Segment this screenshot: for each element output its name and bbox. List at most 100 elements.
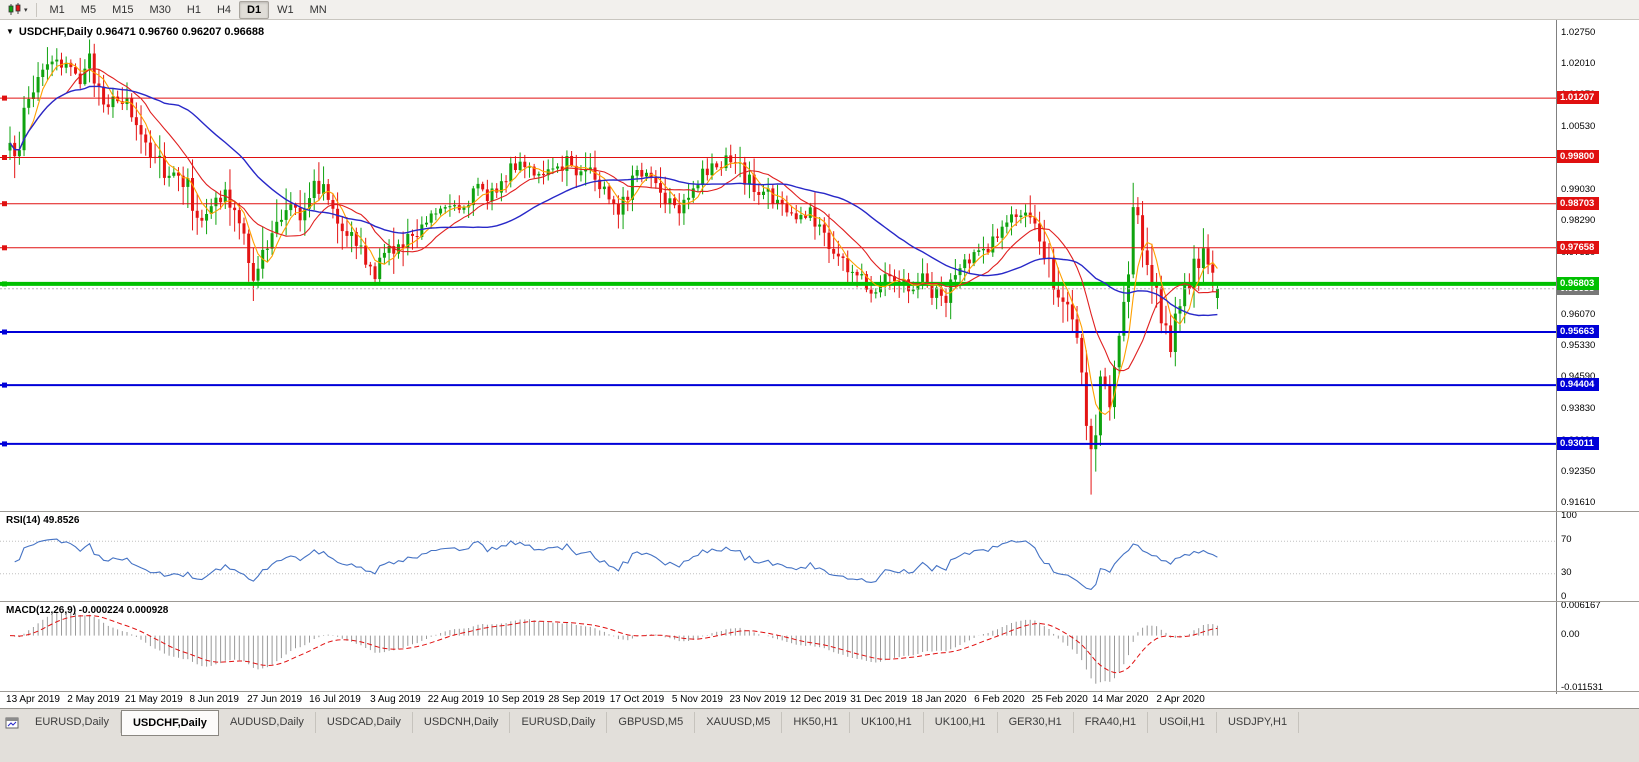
rsi-tick-label: 0 <box>1561 591 1567 602</box>
chart-tab-ger30-h1[interactable]: GER30,H1 <box>998 712 1074 733</box>
chart-tab-eurusd-daily[interactable]: EURUSD,Daily <box>24 712 121 733</box>
chart-tab-usdcad-daily[interactable]: USDCAD,Daily <box>316 712 413 733</box>
date-label: 3 Aug 2019 <box>370 694 421 705</box>
rsi-line <box>14 538 1218 591</box>
price-tick-label: 0.98290 <box>1561 215 1596 226</box>
timeframe-button-d1[interactable]: D1 <box>239 0 270 19</box>
price-tick-label: 0.99030 <box>1561 184 1596 195</box>
price-tick-label: 0.91610 <box>1561 497 1596 508</box>
line-handle[interactable] <box>2 155 7 160</box>
macd-chart-svg[interactable] <box>0 602 1556 692</box>
timeframe-button-m30[interactable]: M30 <box>149 3 171 16</box>
collapse-triangle-icon[interactable]: ▼ <box>6 27 14 36</box>
chart-tab-eurusd-daily[interactable]: EURUSD,Daily <box>510 712 608 733</box>
date-label: 27 Jun 2019 <box>247 694 303 705</box>
ma-line-13 <box>9 68 1218 372</box>
window-glyph-icon <box>5 717 19 728</box>
timeframe-toolbar: ▾ M1 M5 M15 M30 H1 H4 D1 W1 MN <box>0 0 1639 20</box>
chart-tab-usdcnh-daily[interactable]: USDCNH,Daily <box>413 712 511 733</box>
date-label: 31 Dec 2019 <box>850 694 907 705</box>
panel-splitter[interactable] <box>0 511 1639 512</box>
date-label: 10 Sep 2019 <box>487 694 545 705</box>
chart-tab-usdjpy-h1[interactable]: USDJPY,H1 <box>1217 712 1300 733</box>
panel-splitter <box>0 691 1639 692</box>
chart-tab-usdchf-daily[interactable]: USDCHF,Daily <box>120 710 219 736</box>
chart-tabs-bar: EURUSD,Daily USDCHF,Daily AUDUSD,Daily USDC… <box>0 708 1639 762</box>
price-axis[interactable]: 1.027501.020101.012701.005300.997900.990… <box>1556 20 1639 694</box>
line-handle[interactable] <box>2 201 7 207</box>
level-price-box: 0.99800 <box>1557 150 1599 163</box>
chart-tab-xauusd-m5[interactable]: XAUUSD,M5 <box>695 712 783 733</box>
candlestick-series <box>8 39 1219 495</box>
price-tick-label: 0.95330 <box>1561 340 1596 351</box>
date-label: 8 Jun 2019 <box>189 694 239 705</box>
chart-tab-gbpusd-m5[interactable]: GBPUSD,M5 <box>607 712 696 733</box>
level-price-box: 0.94404 <box>1557 378 1599 391</box>
chart-tab-hk50-h1[interactable]: HK50,H1 <box>782 712 851 733</box>
line-handle[interactable] <box>2 245 7 251</box>
line-handle[interactable] <box>2 329 7 335</box>
timeframe-button-h4[interactable]: H4 <box>216 3 232 16</box>
price-tick-label: 0.94590 <box>1561 371 1596 382</box>
macd-tick-label: 0.00 <box>1561 629 1580 640</box>
price-tick-label: 0.96070 <box>1561 309 1596 320</box>
macd-panel[interactable]: MACD(12,26,9) -0.000224 0.000928 <box>0 602 1556 692</box>
rsi-tick-label: 70 <box>1561 534 1572 545</box>
date-label: 2 Apr 2020 <box>1156 694 1205 705</box>
macd-histogram <box>14 611 1218 684</box>
toolbar-separator <box>35 2 37 17</box>
date-label: 22 Aug 2019 <box>427 694 484 705</box>
timeframe-button-w1[interactable]: W1 <box>277 3 294 16</box>
macd-signal-line <box>9 615 1218 674</box>
level-price-box: 0.97658 <box>1557 241 1599 254</box>
rsi-panel[interactable]: RSI(14) 49.8526 <box>0 512 1556 601</box>
rsi-tick-label: 30 <box>1561 567 1572 578</box>
chart-type-icon[interactable]: ▾ <box>4 2 31 17</box>
date-label: 21 May 2019 <box>124 694 183 705</box>
date-label: 18 Jan 2020 <box>911 694 967 705</box>
line-handle[interactable] <box>2 382 7 388</box>
chart-tab-audusd-daily[interactable]: AUDUSD,Daily <box>219 712 316 733</box>
level-price-box: 0.98703 <box>1557 197 1599 210</box>
timeframe-button-m5[interactable]: M5 <box>80 3 97 16</box>
candlestick-glyph-icon <box>8 3 21 15</box>
price-chart-svg[interactable] <box>0 20 1556 512</box>
chart-title: USDCHF,Daily 0.96471 0.96760 0.96207 0.9… <box>18 26 265 38</box>
main-chart-panel[interactable]: ▼ USDCHF,Daily 0.96471 0.96760 0.96207 0… <box>0 20 1556 512</box>
timeframe-button-h1[interactable]: H1 <box>186 3 201 16</box>
level-price-box: 0.93011 <box>1557 437 1599 450</box>
date-label: 13 Apr 2019 <box>6 694 60 705</box>
rsi-tick-label: 100 <box>1561 510 1577 521</box>
date-label: 14 Mar 2020 <box>1092 694 1149 705</box>
dropdown-caret-icon: ▾ <box>24 6 28 14</box>
chart-windows-icon[interactable] <box>0 712 24 733</box>
timeframe-button-m15[interactable]: M15 <box>112 3 134 16</box>
date-axis[interactable]: 13 Apr 2019 2 May 2019 21 May 2019 8 Jun 20… <box>0 692 1556 708</box>
ma-line-34 <box>9 85 1218 317</box>
panel-splitter[interactable] <box>0 601 1639 602</box>
date-label: 5 Nov 2019 <box>671 694 723 705</box>
line-handle[interactable] <box>2 95 7 101</box>
chart-tabs: EURUSD,Daily USDCHF,Daily AUDUSD,Daily USDC… <box>24 710 1300 736</box>
rsi-chart-svg[interactable] <box>0 512 1556 601</box>
timeframe-button-m1[interactable]: M1 <box>49 3 65 16</box>
chart-tab-uk100-h1[interactable]: UK100,H1 <box>850 712 924 733</box>
macd-tick-label: -0.011531 <box>1561 682 1604 693</box>
price-tick-label: 1.02010 <box>1561 58 1596 69</box>
horizontal-lines[interactable] <box>0 95 1556 447</box>
line-handle[interactable] <box>2 281 7 287</box>
date-label: 2 May 2019 <box>67 694 120 705</box>
line-handle[interactable] <box>2 441 7 447</box>
chart-tab-usoil-h1[interactable]: USOil,H1 <box>1148 712 1217 733</box>
ma-line-5 <box>9 62 1218 416</box>
date-label: 12 Dec 2019 <box>789 694 847 705</box>
chart-tab-uk100-h1[interactable]: UK100,H1 <box>924 712 998 733</box>
level-price-box: 0.96803 <box>1557 277 1599 290</box>
rsi-label: RSI(14) 49.8526 <box>6 515 80 526</box>
macd-tick-label: 0.006167 <box>1561 600 1601 611</box>
level-price-box: 0.95663 <box>1557 325 1599 338</box>
chart-tab-fra40-h1[interactable]: FRA40,H1 <box>1074 712 1149 733</box>
timeframe-button-mn[interactable]: MN <box>309 3 327 16</box>
timeframe-buttons: M1 M5 M15 M30 H1 H4 D1 W1 MN <box>42 0 335 19</box>
